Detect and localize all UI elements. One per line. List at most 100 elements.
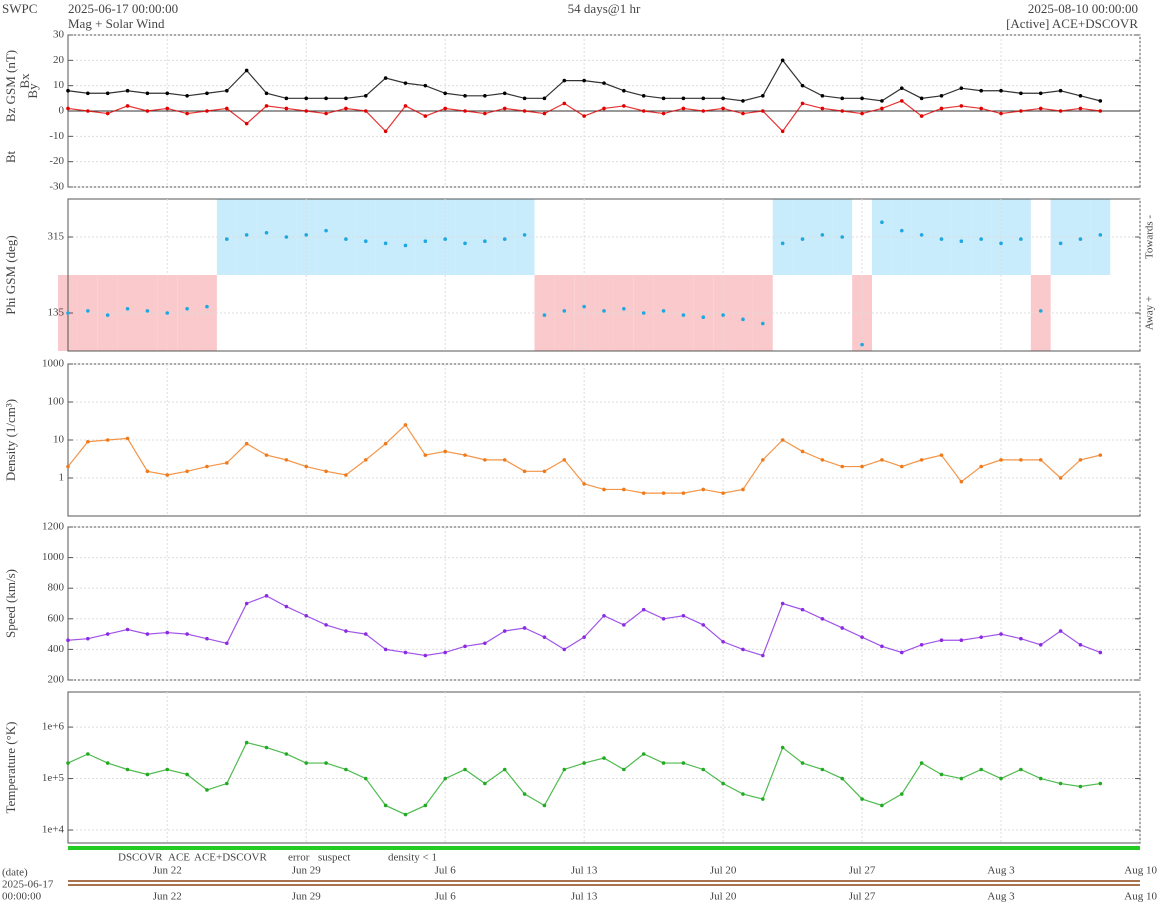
data-point [761,109,765,113]
data-point [483,111,487,116]
data-point [1098,99,1103,103]
data-point [1078,237,1083,241]
data-point [899,86,904,90]
data-point [999,111,1003,116]
data-point [145,109,150,113]
data-point [1078,106,1083,111]
x-tick-label: Jun 29 [292,865,322,877]
data-point [1078,94,1083,98]
legend-entry: DSCOVR [118,852,163,864]
legend-entry: error [288,852,310,864]
data-point [681,96,686,101]
data-point [185,772,189,777]
data-point [1019,237,1023,241]
data-point [463,767,467,772]
data-point [1038,643,1043,647]
data-point [602,756,606,760]
data-point [761,653,765,658]
y-tick-label: 1 [59,472,65,484]
sector-band [236,199,257,275]
data-point [165,311,170,315]
data-point [165,767,170,772]
data-point [443,237,447,241]
data-point [641,109,646,113]
data-point [383,241,388,246]
data-point [959,86,964,90]
sector-band [137,275,158,351]
data-point [403,104,408,108]
sector-band [693,275,714,351]
data-point [681,313,686,317]
data-point [244,441,249,446]
data-point [145,469,150,474]
data-point [344,767,348,772]
data-point [483,641,487,646]
data-point [225,88,229,93]
sector-band [673,275,694,351]
data-point [919,761,924,765]
data-point [145,772,150,777]
data-point [66,761,70,765]
data-point [820,458,825,462]
data-point [840,109,845,113]
data-point [1019,767,1023,772]
sector-band [77,275,98,351]
data-point [880,106,884,111]
x-tick-label: Jul 20 [710,891,737,903]
y-tick-label: 10 [53,79,65,91]
data-point [244,233,249,237]
data-point [542,635,547,639]
data-point [1078,643,1083,647]
y-axis-label: By [25,83,40,99]
data-point [899,99,904,103]
data-point [264,594,269,598]
data-point [761,797,765,801]
data-point [443,106,447,111]
data-point [483,94,487,98]
data-point [562,767,567,772]
x-tick-label: Jul 27 [849,891,876,903]
data-point [463,94,467,98]
data-point [880,220,884,225]
data-point [1078,784,1083,789]
data-point [820,94,825,98]
data-point [939,772,944,777]
data-point [1038,106,1043,111]
data-point [244,740,249,745]
data-point [780,129,785,134]
sector-band [792,199,813,275]
data-point [721,491,725,495]
data-point [522,96,527,101]
data-point [661,96,666,101]
panel-frame [67,691,1141,844]
origin-time: 00:00:00 [2,891,42,903]
data-point [66,88,70,93]
data-point [344,96,348,101]
data-point [284,752,289,756]
data-point [880,644,884,649]
data-point [1098,781,1103,786]
data-point [383,647,388,652]
data-point [105,91,110,96]
legend-entry: density < 1 [388,852,437,864]
data-point [622,623,626,627]
data-point [304,109,309,113]
data-point [602,106,606,111]
data-point [225,237,229,241]
data-point [344,237,348,241]
data-point [761,458,765,462]
data-point [205,91,209,96]
data-point [999,776,1003,781]
data-point [840,464,845,469]
data-point [661,111,666,116]
y-tick-label: -10 [49,130,64,142]
data-point [244,68,249,73]
data-point [225,106,229,111]
data-point [681,491,686,495]
data-point [721,639,725,644]
data-point [602,613,606,618]
data-point [780,745,785,750]
y-axis-label: Temperature (°K) [3,722,18,814]
x-tick-label: Jun 29 [292,891,322,903]
data-point [761,94,765,98]
